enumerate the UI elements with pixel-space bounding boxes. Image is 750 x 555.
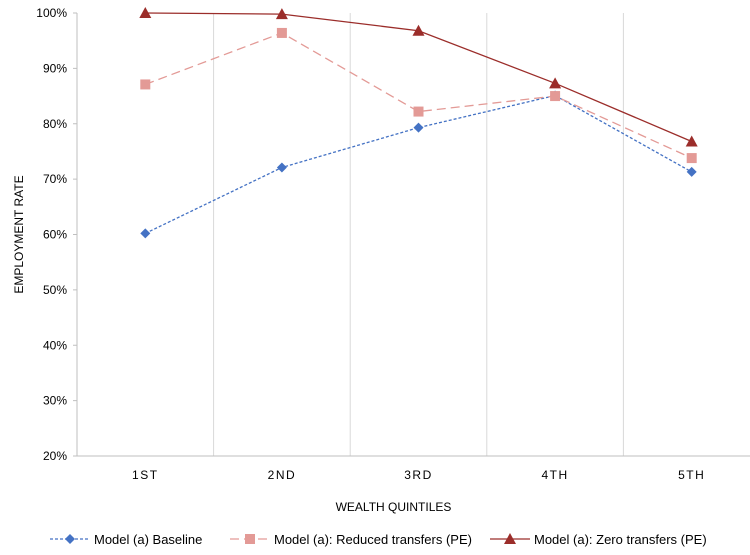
legend-marker bbox=[65, 534, 75, 544]
data-point bbox=[686, 153, 697, 164]
y-tick-label: 90% bbox=[43, 61, 67, 75]
data-point bbox=[140, 228, 151, 239]
legend-label: Model (a) Baseline bbox=[94, 532, 202, 547]
legend-marker bbox=[504, 533, 516, 544]
y-tick-label: 100% bbox=[36, 6, 67, 20]
data-point bbox=[686, 166, 697, 177]
data-point bbox=[550, 91, 561, 102]
x-axis-title: WEALTH QUINTILES bbox=[336, 500, 452, 514]
series-line bbox=[145, 94, 693, 234]
series-3 bbox=[139, 7, 698, 147]
data-point bbox=[549, 77, 562, 89]
y-tick-label: 40% bbox=[43, 338, 67, 352]
data-point bbox=[685, 135, 698, 147]
y-tick-label: 30% bbox=[43, 394, 67, 408]
legend-label: Model (a): Reduced transfers (PE) bbox=[274, 532, 472, 547]
x-tick-label: 1ST bbox=[132, 468, 159, 482]
legend-item: Model (a) Baseline bbox=[50, 532, 202, 547]
data-point bbox=[413, 106, 424, 117]
data-point bbox=[413, 122, 424, 133]
axes: 20% 30% 40% 50% 60% 70% 80% 90% 100% 1ST 2ND 3RD 4TH… bbox=[36, 6, 750, 482]
y-tick-label: 70% bbox=[43, 172, 67, 186]
legend-item: Model (a): Zero transfers (PE) bbox=[490, 532, 707, 547]
data-point bbox=[276, 162, 287, 173]
data-point bbox=[412, 24, 425, 36]
x-tick-label: 4TH bbox=[542, 468, 569, 482]
legend-item: Model (a): Reduced transfers (PE) bbox=[230, 532, 472, 547]
legend-label: Model (a): Zero transfers (PE) bbox=[534, 532, 707, 547]
y-axis-title: EMPLOYMENT RATE bbox=[12, 175, 26, 293]
x-tick-label: 2ND bbox=[268, 468, 297, 482]
y-tick-label: 80% bbox=[43, 117, 67, 131]
series-2 bbox=[140, 27, 697, 164]
x-tick-label: 3RD bbox=[404, 468, 433, 482]
x-tick-label: 5TH bbox=[678, 468, 705, 482]
data-point bbox=[275, 8, 288, 20]
series-line bbox=[145, 32, 692, 159]
legend-marker bbox=[245, 534, 255, 544]
gridlines bbox=[213, 13, 624, 456]
data-point bbox=[139, 7, 152, 18]
series-group bbox=[139, 7, 698, 239]
legend: Model (a) Baseline Model (a): Reduced tra… bbox=[50, 532, 707, 547]
data-point bbox=[276, 27, 287, 38]
y-tick-label: 60% bbox=[43, 228, 67, 242]
y-tick-label: 50% bbox=[43, 283, 67, 297]
y-tick-label: 20% bbox=[43, 449, 67, 463]
data-point bbox=[140, 79, 151, 90]
